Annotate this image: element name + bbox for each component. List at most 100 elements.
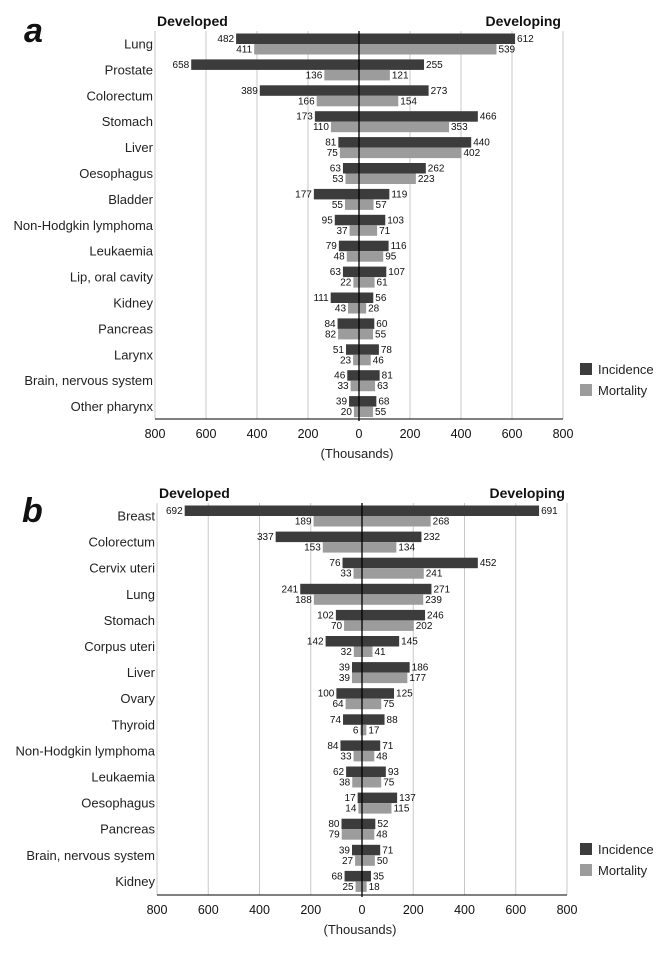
panel-a-bar-developed-mortality — [353, 354, 359, 366]
panel-b-bar-developed-incidence — [343, 714, 362, 725]
panel-a-bar-developed-incidence — [259, 85, 359, 96]
panel-a-bar-developed-mortality — [349, 225, 359, 236]
panel-b-category-label: Colorectum — [89, 535, 155, 550]
panel-b-label-developing-mortality: 18 — [369, 882, 381, 893]
panel-b-label-developing-mortality: 17 — [368, 725, 380, 736]
panel-b-label-developing-mortality: 41 — [375, 647, 387, 658]
panel-b-bar-developed-incidence — [184, 505, 362, 516]
panel-a-label-developed-mortality: 20 — [341, 407, 353, 418]
panel-a-legend-mortality-swatch — [580, 384, 592, 396]
panel-b-bar-developed-mortality — [313, 594, 362, 605]
panel-b-label-developing-mortality: 75 — [383, 699, 395, 710]
panel-b-label-developed-incidence: 80 — [328, 819, 340, 830]
panel-a-label-developing-incidence: 255 — [426, 60, 443, 71]
panel-a-bar-developed-incidence — [338, 137, 359, 148]
panel-a-category-label: Lip, oral cavity — [70, 270, 154, 285]
panel-b-bar-developing-mortality — [362, 542, 397, 553]
panel-b-label-developed-incidence: 102 — [317, 610, 334, 621]
panel-a-category-label: Stomach — [102, 114, 153, 129]
panel-b-tick-label: 200 — [403, 903, 424, 917]
panel-b-bar-developing-mortality — [362, 594, 424, 605]
panel-b-category-label: Ovary — [120, 691, 155, 706]
panel-a-label-developed-mortality: 136 — [306, 70, 323, 81]
panel-a-bar-developed-incidence — [191, 59, 359, 70]
panel-b-label-developed-incidence: 39 — [339, 663, 351, 674]
panel-b-bar-developing-mortality — [362, 750, 375, 762]
panel-b-bar-developed-mortality — [344, 620, 362, 631]
panel-b-label-developing-mortality: 177 — [409, 673, 426, 684]
panel-b-tick-label: 0 — [359, 903, 366, 917]
panel-a-label-developed-incidence: 173 — [296, 112, 313, 123]
panel-b-label-developed-incidence: 68 — [331, 871, 343, 882]
panel-b-bar-developing-incidence — [362, 505, 540, 516]
panel-a-bar-developing-mortality — [359, 121, 450, 133]
panel-b-label-developing-mortality: 134 — [398, 543, 415, 554]
panel-a-developing-label: Developing — [486, 13, 561, 29]
panel-a-label-developing-mortality: 71 — [379, 226, 391, 237]
panel-a-label-developed-incidence: 46 — [334, 371, 346, 382]
panel-a-label-developing-incidence: 116 — [391, 241, 407, 252]
panel-b-category-label: Oesophagus — [81, 796, 155, 811]
panel-b-label-developed-mortality: 70 — [331, 621, 343, 632]
panel-b-label-developing-incidence: 452 — [480, 558, 497, 569]
panel-b-bar-developing-mortality — [362, 568, 424, 579]
panel-b-label-developed-incidence: 74 — [330, 715, 342, 726]
panel-a-label-developed-incidence: 95 — [322, 215, 334, 226]
panel-a-label-developed-mortality: 43 — [335, 304, 347, 315]
panel-a-tick-label: 600 — [502, 427, 523, 441]
panel-b-bar-developed-mortality — [353, 646, 362, 657]
panel-a-bar-developed-mortality — [350, 380, 359, 392]
panel-a-label-developing-incidence: 262 — [428, 164, 445, 175]
panel-a-label-developing-mortality: 223 — [418, 174, 435, 185]
panel-b-bar-developed-incidence — [275, 531, 362, 543]
panel-a-bar-developed-mortality — [345, 173, 359, 184]
panel-a-bar-developed-incidence — [337, 318, 359, 329]
panel-a-bar-developed-incidence — [330, 292, 359, 303]
panel-a-bar-developing-incidence — [359, 266, 387, 278]
panel-b-legend-mortality-swatch — [580, 864, 592, 876]
panel-a-category-label: Prostate — [105, 62, 153, 77]
panel-a-bar-developing-incidence — [359, 370, 380, 381]
panel-b-category-label: Non-Hodgkin lymphoma — [16, 743, 156, 758]
panel-b-bar-developed-mortality — [345, 698, 362, 710]
panel-a-label-developing-incidence: 440 — [473, 138, 490, 149]
panel-b-bar-developing-incidence — [362, 870, 371, 882]
panel-b-category-label: Breast — [117, 509, 155, 524]
panel-b-label-developed-mortality: 32 — [341, 647, 353, 658]
panel-a-bar-developed-mortality — [254, 44, 359, 55]
panel-a-bar-developing-incidence — [359, 33, 516, 44]
panel-a-label-developing-mortality: 55 — [375, 329, 387, 340]
panel-b-label-developed-incidence: 84 — [327, 741, 339, 752]
panel-a-label-developed-incidence: 482 — [217, 34, 234, 45]
panel-b-bar-developing-mortality — [362, 803, 392, 814]
panel-a-category-label: Kidney — [113, 296, 153, 311]
panel-b-label-developed-incidence: 100 — [318, 689, 335, 700]
panel-a-bar-developing-incidence — [359, 214, 386, 226]
panel-a-bar-developing-incidence — [359, 111, 478, 122]
panel-b-legend-incidence-swatch — [580, 843, 592, 855]
panel-b-label-developed-mortality: 189 — [295, 517, 312, 528]
panel-b-category-label: Lung — [126, 587, 155, 602]
panel-b-bar-developing-mortality — [362, 881, 367, 892]
panel-b-label-developed-incidence: 241 — [282, 584, 299, 595]
panel-a-tick-label: 600 — [196, 427, 217, 441]
panel-a-bar-developed-incidence — [334, 214, 359, 226]
panel-b-bar-developed-mortality — [353, 568, 362, 579]
panel-a-bar-developed-incidence — [236, 33, 359, 44]
panel-b-label-developing-incidence: 186 — [412, 663, 429, 674]
panel-b-label-developing-incidence: 125 — [396, 689, 413, 700]
panel-a-label-developed-mortality: 37 — [336, 226, 348, 237]
panel-a-bar-developed-mortality — [348, 303, 359, 314]
panel-b-label-developed-mortality: 153 — [304, 543, 321, 554]
panel-a-tick-label: 800 — [553, 427, 574, 441]
panel-b-bar-developed-mortality — [352, 672, 362, 684]
panel-a-label-developed-mortality: 53 — [332, 174, 344, 185]
panel-b-category-label: Kidney — [115, 874, 155, 889]
panel-b-tick-label: 400 — [249, 903, 270, 917]
panel-b-developing-label: Developing — [490, 485, 565, 501]
panel-b-bar-developed-mortality — [358, 803, 362, 814]
panel-a-bar-developing-mortality — [359, 69, 390, 81]
panel-a-bar-developing-incidence — [359, 292, 374, 303]
panel-a-label-developed-incidence: 63 — [330, 164, 342, 175]
panel-a-category-label: Lung — [124, 37, 153, 52]
